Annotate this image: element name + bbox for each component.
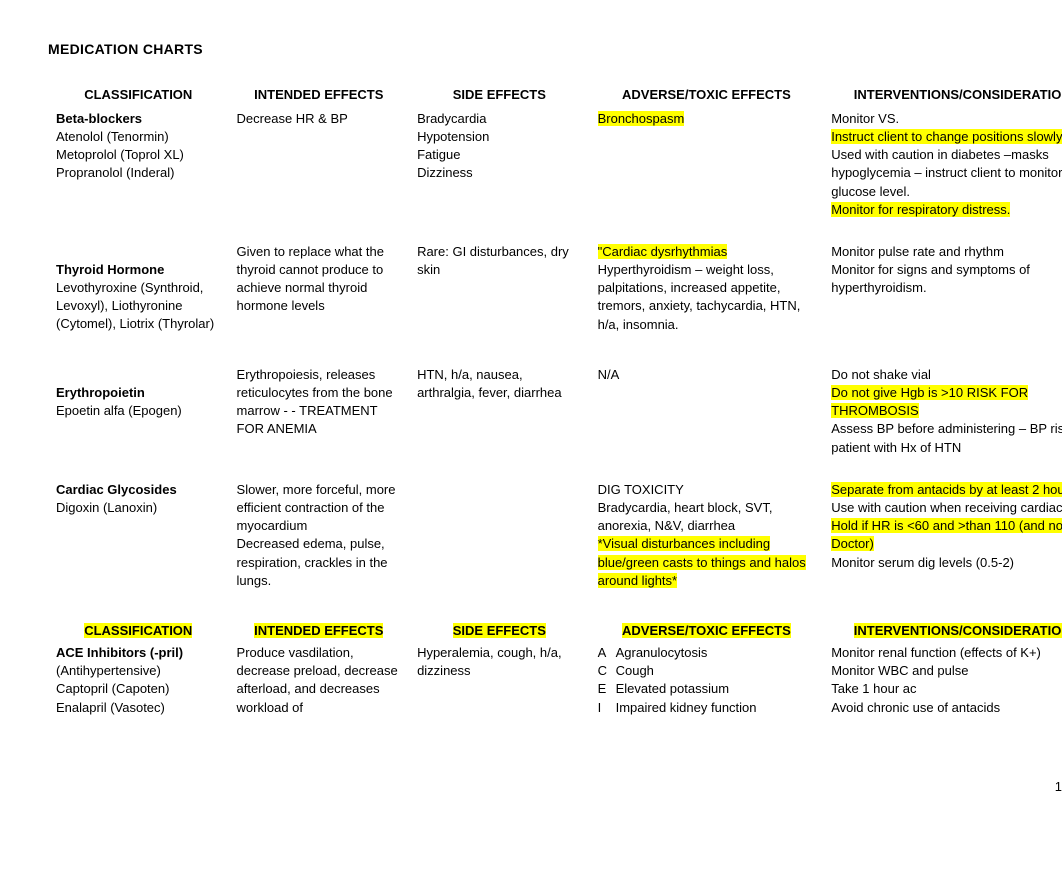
intervention-line: Use with caution when receiving cardiac … (831, 499, 1062, 517)
table-header-row: CLASSIFICATION INTENDED EFFECTS SIDE EFF… (48, 592, 1062, 642)
intervention-line: Separate from antacids by at least 2 hou… (831, 481, 1062, 499)
drug-name: Epoetin alfa (Epogen) (56, 402, 221, 420)
col-adverse: ADVERSE/TOXIC EFFECTS (590, 84, 824, 108)
intervention-line: Do not shake vial (831, 366, 1062, 384)
col-side: SIDE EFFECTS (453, 623, 546, 638)
cell-intended: Slower, more forceful, more efficient co… (229, 459, 410, 592)
cell-adverse: Bradycardia, heart block, SVT, anorexia,… (598, 499, 816, 535)
drug-name: Levothyroxine (Synthroid, Levoxyl), Liot… (56, 279, 221, 334)
page-title: MEDICATION CHARTS (48, 40, 1062, 60)
cell-intended: Produce vasdilation, decrease preload, d… (229, 642, 410, 719)
intervention-line: Monitor for respiratory distress. (831, 201, 1062, 219)
cell-adverse: Hyperthyroidism – weight loss, palpitati… (598, 261, 816, 334)
col-classification: CLASSIFICATION (84, 623, 192, 638)
drug-name: Atenolol (Tenormin) (56, 128, 221, 146)
drug-name: Enalapril (Vasotec) (56, 699, 221, 717)
table-row: Thyroid Hormone Levothyroxine (Synthroid… (48, 221, 1062, 336)
intervention-line: Assess BP before administering – BP rise… (831, 420, 1062, 456)
cell-adverse: Bronchospasm (590, 108, 824, 221)
cell-side: Bradycardia (417, 110, 582, 128)
drug-class: Beta-blockers (56, 110, 221, 128)
drug-class: Erythropoietin (56, 384, 221, 402)
cell-side (409, 459, 590, 592)
cell-intended: Decrease HR & BP (229, 108, 410, 221)
cell-intended: Erythropoiesis, releases reticulocytes f… (229, 336, 410, 459)
medication-table: CLASSIFICATION INTENDED EFFECTS SIDE EFF… (48, 84, 1062, 719)
table-row: Erythropoietin Epoetin alfa (Epogen) Ery… (48, 336, 1062, 459)
page-number: 1 (1055, 778, 1062, 796)
intervention-line: Do not give Hgb is >10 RISK FOR THROMBOS… (831, 384, 1062, 420)
col-side: SIDE EFFECTS (409, 84, 590, 108)
cell-side: HTN, h/a, nausea, arthralgia, fever, dia… (409, 336, 590, 459)
drug-class: Thyroid Hormone (56, 261, 221, 279)
cell-intended: Given to replace what the thyroid cannot… (229, 221, 410, 336)
drug-name: Propranolol (Inderal) (56, 164, 221, 182)
intervention-line: Monitor pulse rate and rhythm Monitor fo… (823, 221, 1062, 336)
cell-side: Dizziness (417, 164, 582, 182)
drug-name: Metoprolol (Toprol XL) (56, 146, 221, 164)
drug-name: (Antihypertensive) (56, 662, 221, 680)
drug-class: Cardiac Glycosides (56, 481, 221, 499)
col-classification: CLASSIFICATION (48, 84, 229, 108)
col-adverse: ADVERSE/TOXIC EFFECTS (622, 623, 791, 638)
intervention-line: Monitor renal function (effects of K+) M… (823, 642, 1062, 719)
intervention-line: Hold if HR is <60 and >than 110 (and not… (831, 517, 1062, 553)
mnemonic-row: IImpaired kidney function (598, 699, 816, 717)
intervention-line: Instruct client to change positions slow… (831, 128, 1062, 146)
drug-name: Digoxin (Lanoxin) (56, 499, 221, 517)
intervention-line: Monitor serum dig levels (0.5-2) (831, 554, 1062, 572)
mnemonic-row: EElevated potassium (598, 680, 816, 698)
intervention-line: Used with caution in diabetes –masks hyp… (831, 146, 1062, 201)
col-interventions: INTERVENTIONS/CONSIDERATIONS (854, 623, 1062, 638)
col-intended: INTENDED EFFECTS (254, 623, 383, 638)
table-header-row: CLASSIFICATION INTENDED EFFECTS SIDE EFF… (48, 84, 1062, 108)
cell-adverse: N/A (590, 336, 824, 459)
cell-side: Hypotension (417, 128, 582, 146)
col-intended: INTENDED EFFECTS (229, 84, 410, 108)
drug-class: ACE Inhibitors (-pril) (56, 644, 221, 662)
cell-side: Rare: GI disturbances, dry skin (409, 221, 590, 336)
cell-adverse: "Cardiac dysrhythmias (598, 243, 816, 261)
cell-side: Fatigue (417, 146, 582, 164)
drug-name: Captopril (Capoten) (56, 680, 221, 698)
mnemonic-row: CCough (598, 662, 816, 680)
cell-adverse: DIG TOXICITY (598, 481, 816, 499)
col-interventions: INTERVENTIONS/CONSIDERATIONS (823, 84, 1062, 108)
cell-adverse: *Visual disturbances including blue/gree… (598, 535, 816, 590)
intervention-line: Monitor VS. (831, 110, 1062, 128)
table-row: Cardiac Glycosides Digoxin (Lanoxin) Slo… (48, 459, 1062, 592)
mnemonic-row: AAgranulocytosis (598, 644, 816, 662)
table-row: Beta-blockers Atenolol (Tenormin) Metopr… (48, 108, 1062, 221)
table-row: ACE Inhibitors (-pril) (Antihypertensive… (48, 642, 1062, 719)
cell-side: Hyperalemia, cough, h/a, dizziness (409, 642, 590, 719)
